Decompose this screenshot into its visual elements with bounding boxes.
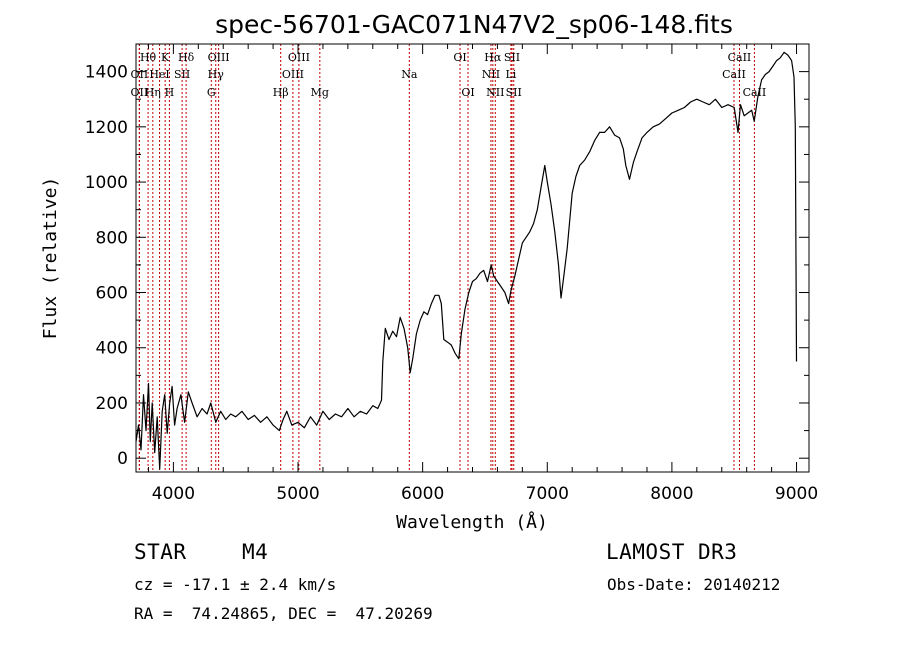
y-axis-label: Flux (relative) xyxy=(40,177,61,340)
spectral-line-label: OI xyxy=(461,86,474,99)
spectral-line-label: CaII xyxy=(743,86,767,99)
spectral-line-label: OII xyxy=(131,86,149,99)
y-tick-label: 0 xyxy=(117,449,128,469)
x-tick-label: 4000 xyxy=(152,484,195,504)
x-axis-label: Wavelength (Å) xyxy=(396,511,548,533)
spectral-line-label: Hα xyxy=(484,51,502,64)
x-tick-label: 5000 xyxy=(276,484,319,504)
spectral-line-label: SII xyxy=(174,68,190,81)
spectral-line-label: SII xyxy=(506,86,522,99)
y-tick-label: 200 xyxy=(96,394,128,414)
x-tick-label: 6000 xyxy=(401,484,444,504)
object-subclass: M4 xyxy=(242,540,269,564)
spectral-line-label: NII xyxy=(486,86,504,99)
spectral-line-label: OI xyxy=(453,51,466,64)
spectral-line-label: OIII xyxy=(288,51,310,64)
spectral-line-label: SII xyxy=(504,51,520,64)
plot-frame xyxy=(135,43,810,473)
spectral-line-label: Mg xyxy=(311,86,329,99)
chart-title: spec-56701-GAC071N47V2_sp06-148.fits xyxy=(215,10,733,39)
spectral-line-label: Hγ xyxy=(208,68,225,81)
y-tick-label: 600 xyxy=(96,284,128,304)
spectral-line-label: OIII xyxy=(208,51,230,64)
spectral-line-label: G xyxy=(207,86,216,99)
x-tick-label: 8000 xyxy=(650,484,693,504)
y-tick-label: 800 xyxy=(96,228,128,248)
y-tick-label: 400 xyxy=(96,339,128,359)
spectral-line-label: NII xyxy=(482,68,500,81)
spectral-line-label: H xyxy=(165,86,175,99)
spectral-line-label: OIII xyxy=(282,68,304,81)
object-class: STAR xyxy=(134,540,187,564)
spectral-line-label: Hδ xyxy=(178,51,195,64)
spectral-line-label: HeI xyxy=(149,68,169,81)
obs-date: Obs-Date: 20140212 xyxy=(607,575,781,594)
spectral-line-label: CaII xyxy=(722,68,746,81)
y-tick-label: 1000 xyxy=(85,173,128,193)
spectral-line-label: Na xyxy=(401,68,418,81)
x-tick-label: 9000 xyxy=(775,484,818,504)
x-tick-label: 7000 xyxy=(526,484,569,504)
spectral-line-label: Li xyxy=(505,68,516,81)
y-axis: 0 200 400 600 800 1000 1200 1400 xyxy=(85,63,809,469)
spectral-line-label: Hβ xyxy=(273,86,289,99)
y-tick-label: 1200 xyxy=(85,118,128,138)
coordinates: RA = 74.24865, DEC = 47.20269 xyxy=(134,604,433,623)
redshift-value: cz = -17.1 ± 2.4 km/s xyxy=(134,575,337,594)
spectral-line-label: K xyxy=(161,51,170,64)
x-axis: 4000 5000 6000 7000 8000 9000 xyxy=(147,44,818,504)
spectrum-series-line xyxy=(135,51,798,470)
survey-name: LAMOST DR3 xyxy=(606,540,738,564)
spectral-line-label: Hθ xyxy=(140,51,157,64)
spectral-line-label: OII xyxy=(131,68,149,81)
spectral-line-label: Hη xyxy=(145,86,161,99)
y-tick-label: 1400 xyxy=(85,63,128,83)
spectral-line-label: CaII xyxy=(728,51,752,64)
spectral-line-markers xyxy=(138,44,755,472)
